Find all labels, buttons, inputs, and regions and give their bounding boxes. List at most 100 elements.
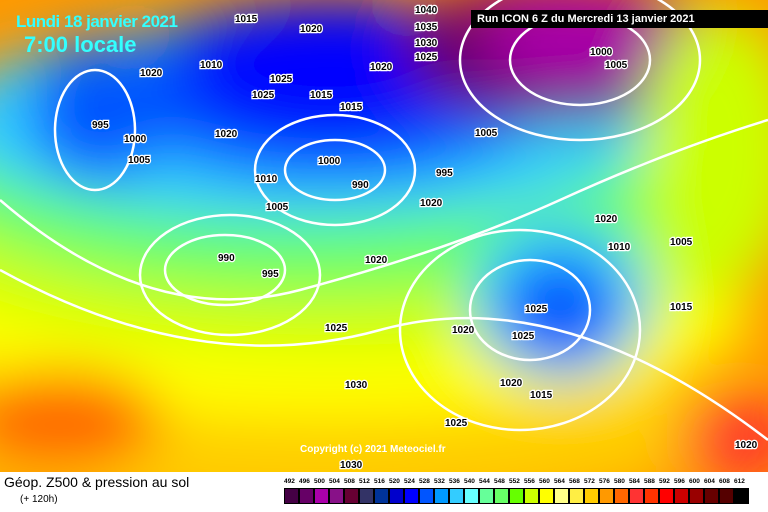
isobar-label: 1020 xyxy=(365,255,388,266)
legend-value: 604 xyxy=(704,478,715,485)
legend-swatch xyxy=(674,488,689,504)
legend-value: 564 xyxy=(554,478,565,485)
legend-swatch xyxy=(404,488,419,504)
legend-value: 600 xyxy=(689,478,700,485)
legend-swatch xyxy=(434,488,449,504)
legend-item: 612 xyxy=(734,478,749,504)
legend-item: 596 xyxy=(674,478,689,504)
isobar-label: 1010 xyxy=(200,60,223,71)
legend-value: 580 xyxy=(614,478,625,485)
legend-item: 504 xyxy=(329,478,344,504)
legend-item: 544 xyxy=(479,478,494,504)
legend-swatch xyxy=(599,488,614,504)
legend-swatch xyxy=(344,488,359,504)
isobar-label: 995 xyxy=(262,269,279,280)
legend-swatch xyxy=(719,488,734,504)
legend-value: 540 xyxy=(464,478,475,485)
isobar-label: 1015 xyxy=(310,90,333,101)
isobar-label: 1005 xyxy=(670,237,693,248)
legend-swatch xyxy=(284,488,299,504)
run-info: Run ICON 6 Z du Mercredi 13 janvier 2021 xyxy=(471,10,768,28)
isobar-label: 1025 xyxy=(512,331,535,342)
isobar-label: 1035 xyxy=(415,22,438,33)
legend-value: 492 xyxy=(284,478,295,485)
legend-value: 584 xyxy=(629,478,640,485)
legend-item: 516 xyxy=(374,478,389,504)
legend-value: 556 xyxy=(524,478,535,485)
forecast-time: 7:00 locale xyxy=(24,32,137,57)
isobar-label: 1030 xyxy=(415,38,438,49)
isobar-label: 1020 xyxy=(735,440,758,451)
legend-value: 576 xyxy=(599,478,610,485)
legend-swatch xyxy=(374,488,389,504)
legend-value: 528 xyxy=(419,478,430,485)
legend-value: 512 xyxy=(359,478,370,485)
legend-item: 512 xyxy=(359,478,374,504)
legend-value: 524 xyxy=(404,478,415,485)
legend-value: 536 xyxy=(449,478,460,485)
legend-swatch xyxy=(389,488,404,504)
legend-item: 508 xyxy=(344,478,359,504)
legend-swatch xyxy=(299,488,314,504)
isobar-label: 1005 xyxy=(605,60,628,71)
isobar-label: 1020 xyxy=(300,24,323,35)
isobars xyxy=(0,0,768,441)
isobar-label: 1020 xyxy=(452,325,475,336)
isobar-label: 995 xyxy=(92,120,109,131)
legend-swatch xyxy=(494,488,509,504)
legend-item: 588 xyxy=(644,478,659,504)
legend-item: 496 xyxy=(299,478,314,504)
legend-value: 572 xyxy=(584,478,595,485)
isobar-label: 1000 xyxy=(124,134,147,145)
legend-item: 580 xyxy=(614,478,629,504)
forecast-lead: (+ 120h) xyxy=(20,494,58,505)
isobar-label: 1015 xyxy=(340,102,363,113)
isobar-label: 1015 xyxy=(670,302,693,313)
isobar-label: 1010 xyxy=(608,242,631,253)
legend-swatch xyxy=(554,488,569,504)
legend-swatch xyxy=(689,488,704,504)
geopotential-field: 1020 1010 1015 1020 1040 1035 1030 1025 1000 1005… xyxy=(0,0,768,472)
legend-item: 536 xyxy=(449,478,464,504)
legend-item: 500 xyxy=(314,478,329,504)
isobar-label: 1020 xyxy=(500,378,523,389)
legend-swatch xyxy=(509,488,524,504)
legend-item: 576 xyxy=(599,478,614,504)
legend-value: 520 xyxy=(389,478,400,485)
legend-value: 500 xyxy=(314,478,325,485)
legend-item: 560 xyxy=(539,478,554,504)
legend-swatch xyxy=(704,488,719,504)
isobar-label: 1005 xyxy=(266,202,289,213)
isobar-label: 1010 xyxy=(255,174,278,185)
isobar-label: 1025 xyxy=(252,90,275,101)
legend-value: 608 xyxy=(719,478,730,485)
isobar-label: 990 xyxy=(352,180,369,191)
legend-item: 604 xyxy=(704,478,719,504)
legend-value: 588 xyxy=(644,478,655,485)
legend-swatch xyxy=(464,488,479,504)
legend-item: 584 xyxy=(629,478,644,504)
legend-value: 568 xyxy=(569,478,580,485)
legend-item: 540 xyxy=(464,478,479,504)
legend-value: 516 xyxy=(374,478,385,485)
map-title: Géop. Z500 & pression au sol xyxy=(4,474,190,490)
isobar-label: 1025 xyxy=(525,304,548,315)
legend-swatch xyxy=(314,488,329,504)
legend-value: 544 xyxy=(479,478,490,485)
legend-swatch xyxy=(449,488,464,504)
isobar-label: 1020 xyxy=(420,198,443,209)
legend-item: 568 xyxy=(569,478,584,504)
isobar-label: 1020 xyxy=(595,214,618,225)
legend-item: 532 xyxy=(434,478,449,504)
legend-value: 548 xyxy=(494,478,505,485)
legend-item: 556 xyxy=(524,478,539,504)
isobar-label: 1015 xyxy=(530,390,553,401)
isobar-label: 1030 xyxy=(340,460,363,471)
legend-swatch xyxy=(614,488,629,504)
legend-swatch xyxy=(329,488,344,504)
isobar-label: 1030 xyxy=(345,380,368,391)
legend-swatch xyxy=(539,488,554,504)
isobar-label: 1000 xyxy=(318,156,341,167)
legend-swatch xyxy=(644,488,659,504)
legend-item: 520 xyxy=(389,478,404,504)
